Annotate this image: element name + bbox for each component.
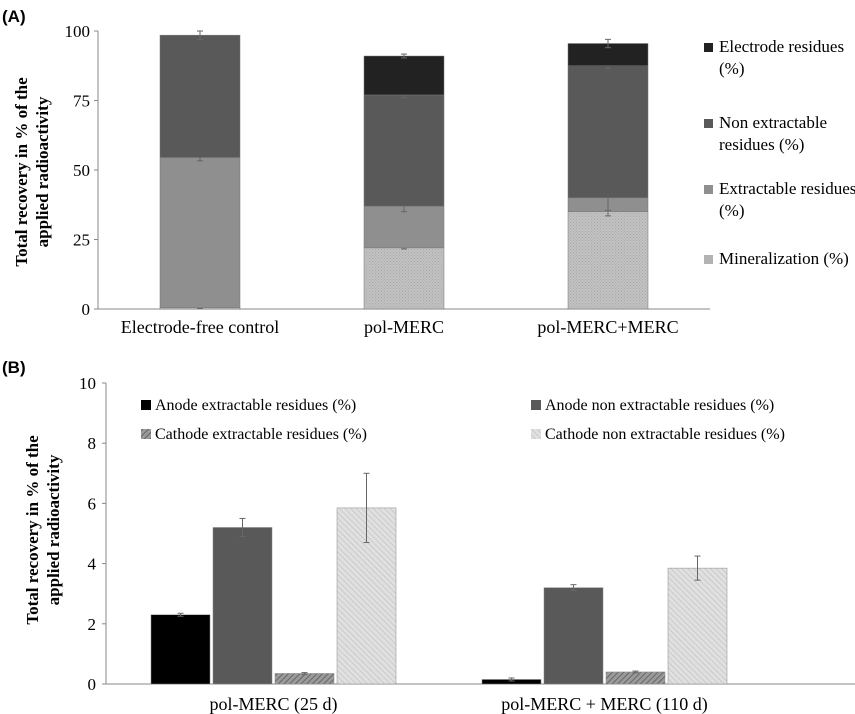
- panel-b-ytick-label: 4: [88, 555, 97, 574]
- legend-swatch: [704, 255, 713, 264]
- chart-panel-a: (A) Total recovery in % of the applied r…: [2, 7, 855, 337]
- legend-label: Anode non extractable residues (%): [545, 397, 774, 414]
- panel-b-ytick-label: 8: [88, 434, 97, 453]
- bar-segment: [363, 55, 445, 96]
- bar: [150, 614, 211, 685]
- error-bar: [239, 517, 246, 538]
- legend-label: Electrode residues: [719, 37, 844, 56]
- panel-a-bar-stack: [567, 38, 649, 310]
- bar: [543, 587, 604, 685]
- legend-label: (%): [719, 201, 744, 220]
- legend-swatch: [531, 429, 541, 439]
- legend-item: Electrode residues (%): [704, 37, 844, 78]
- bar-segment: [363, 205, 445, 249]
- panel-a-bar-stack: [363, 53, 445, 310]
- legend-label: Mineralization (%): [719, 249, 849, 268]
- panel-a-bars: [159, 30, 649, 310]
- legend-item: Extractable residues (%): [704, 179, 855, 220]
- legend-swatch: [141, 429, 151, 439]
- bar-segment: [567, 211, 649, 310]
- panel-a-ytick-label: 75: [73, 92, 90, 111]
- error-bar: [197, 30, 203, 40]
- bar: [274, 673, 335, 685]
- panel-b-label: (B): [2, 358, 26, 377]
- legend-label: Cathode non extractable residues (%): [545, 426, 785, 443]
- legend-label: Cathode extractable residues (%): [155, 426, 367, 443]
- error-bar: [605, 38, 611, 49]
- panel-a-legend: Electrode residues (%) Non extractable resi…: [704, 37, 855, 268]
- legend-item: Non extractable residues (%): [704, 113, 827, 154]
- panel-a-ylabel-line2: applied radioactivity: [33, 96, 52, 247]
- error-bar: [301, 672, 308, 675]
- bar: [667, 567, 728, 685]
- panel-b-category-label: pol-MERC + MERC (110 d): [501, 694, 708, 714]
- error-bar: [508, 677, 515, 682]
- panel-b-ytick-label: 6: [88, 494, 97, 513]
- panel-a-ylabel-line1: Total recovery in % of the: [12, 77, 31, 267]
- bar: [605, 671, 666, 685]
- bar-segment: [159, 34, 241, 158]
- error-bar: [632, 670, 639, 674]
- panel-b-bar-group: [481, 555, 728, 685]
- panel-b-ytick-label: 10: [79, 374, 96, 393]
- legend-swatch: [704, 43, 713, 52]
- panel-a-ytick-label: 50: [73, 161, 90, 180]
- panel-a-category-label: pol-MERC: [364, 317, 444, 337]
- panel-b-bar-group: [150, 472, 397, 685]
- panel-a-ytick-label: 0: [82, 300, 91, 319]
- legend-label: residues (%): [719, 135, 804, 154]
- error-bar: [694, 555, 701, 581]
- legend-item: Anode non extractable residues (%): [531, 397, 774, 414]
- panel-b-legend: Anode extractable residues (%) Anode non …: [141, 397, 785, 443]
- panel-b-ylabel-line2: applied radioactivity: [44, 454, 63, 605]
- legend-swatch: [141, 400, 151, 410]
- legend-item: Cathode extractable residues (%): [141, 426, 367, 443]
- panel-b-ylabel-line1: Total recovery in % of the: [23, 435, 42, 625]
- legend-label: Anode extractable residues (%): [155, 397, 356, 414]
- bar-segment: [363, 247, 445, 310]
- panel-a-ticks: 0 25 50 75 100 Electrode-free control pol-MERC…: [65, 22, 679, 337]
- legend-swatch: [704, 185, 713, 194]
- legend-swatch: [531, 400, 541, 410]
- panel-b-ytick-label: 2: [88, 615, 97, 634]
- panel-a-ytick-label: 100: [65, 22, 91, 41]
- legend-label: Extractable residues: [719, 179, 855, 198]
- legend-item: Cathode non extractable residues (%): [531, 426, 785, 443]
- legend-item: Anode extractable residues (%): [141, 397, 356, 414]
- panel-b-ytick-label: 0: [88, 675, 97, 694]
- bar-segment: [159, 157, 241, 308]
- bar-segment: [363, 94, 445, 207]
- error-bar: [401, 53, 407, 59]
- panel-a-bar-stack: [159, 30, 241, 310]
- bar-segment: [567, 65, 649, 199]
- panel-a-label: (A): [2, 7, 26, 26]
- panel-b-category-label: pol-MERC (25 d): [210, 694, 338, 714]
- error-bar: [177, 612, 184, 617]
- panel-a-ytick-label: 25: [73, 231, 90, 250]
- panel-a-category-label: pol-MERC+MERC: [537, 317, 678, 337]
- legend-label: Non extractable: [719, 113, 827, 132]
- error-bar: [570, 584, 577, 592]
- panel-b-ticks: 0 2 4 6 8 10 pol-MERC (25 d) pol-MERC + MERC (1…: [79, 374, 708, 714]
- chart-panel-b: (B) Total recovery in % of the applied r…: [2, 358, 855, 714]
- panel-a-category-label: Electrode-free control: [121, 317, 279, 337]
- bar: [212, 527, 273, 685]
- legend-swatch: [704, 119, 713, 128]
- error-bar: [363, 472, 370, 544]
- panel-b-bars: [150, 472, 728, 685]
- legend-item: Mineralization (%): [704, 249, 849, 268]
- legend-label: (%): [719, 59, 744, 78]
